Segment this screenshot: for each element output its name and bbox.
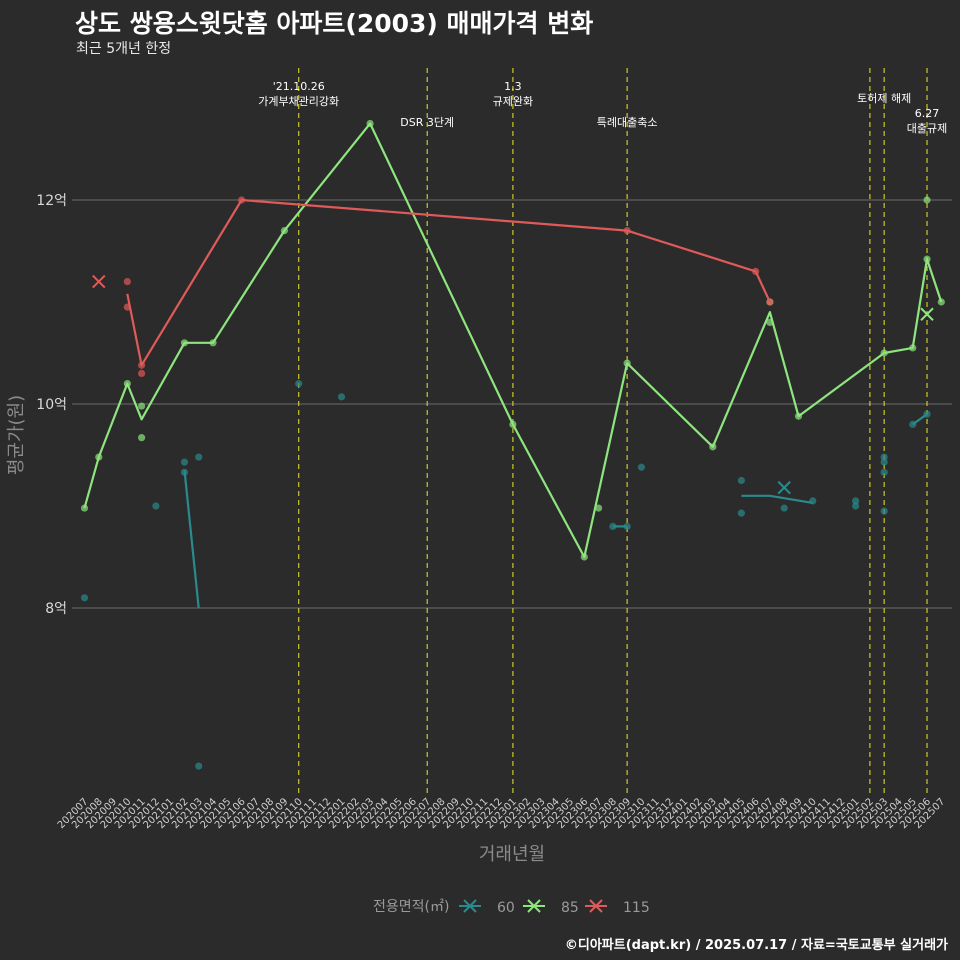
event-label: 대출규제 [907, 122, 947, 135]
data-point [880, 458, 888, 466]
latest-mark-stroke [92, 274, 106, 289]
data-point [295, 380, 303, 388]
data-point [880, 349, 888, 357]
data-point [923, 196, 931, 204]
data-point [180, 458, 189, 466]
data-point [123, 380, 131, 388]
caption: ©디아파트(dapt.kr) / 2025.07.17 / 자료=국토교통부 실… [564, 938, 948, 953]
series-line [183, 470, 200, 609]
y-tick-label: 8억 [45, 601, 67, 617]
data-point [623, 359, 631, 367]
legend-key-mark [463, 899, 477, 913]
data-point [95, 453, 103, 461]
data-point [123, 278, 131, 286]
event-label: 6.27 [915, 107, 940, 120]
x-axis-title: 거래년월 [479, 844, 545, 865]
legend-label: 60 [497, 900, 515, 916]
data-point [623, 522, 631, 531]
event-label: 1.3 [504, 80, 522, 93]
legend-title: 전용면적(㎡) [373, 899, 449, 915]
event-label: 규제완화 [493, 95, 533, 108]
data-point [138, 402, 146, 410]
latest-mark-stroke [589, 899, 603, 913]
data-point [780, 504, 788, 512]
y-tick-label: 12억 [36, 193, 67, 209]
data-point [766, 298, 774, 306]
data-point [80, 504, 89, 512]
series-line [126, 198, 771, 367]
data-point [195, 453, 203, 461]
latest-mark [777, 480, 791, 495]
data-point [752, 267, 760, 275]
series-115 [92, 196, 774, 377]
chart-title: 상도 쌍용스윗닷홈 아파트(2003) 매매가격 변화 [75, 9, 594, 38]
legend: 전용면적(㎡) 60 85 115 [373, 899, 650, 916]
data-point [138, 361, 146, 369]
data-point [709, 443, 717, 451]
data-point [794, 412, 803, 420]
data-point [280, 227, 289, 235]
data-point [195, 762, 203, 770]
event-label: 특례대출축소 [597, 116, 658, 129]
data-point [880, 468, 888, 476]
event-label: '21.10.26 [273, 80, 325, 93]
event-label: 가계부채관리강화 [258, 95, 339, 108]
y-tick-label: 10억 [36, 397, 67, 413]
data-point [80, 594, 89, 602]
data-point [237, 196, 246, 204]
data-point [737, 476, 745, 485]
data-point [852, 502, 860, 510]
latest-mark-stroke [920, 307, 934, 321]
data-point [580, 553, 588, 561]
data-point [609, 522, 617, 531]
data-point [366, 119, 374, 128]
data-point [180, 339, 189, 347]
data-point [509, 420, 517, 428]
legend-label: 115 [623, 900, 650, 916]
data-point [880, 453, 888, 461]
latest-mark-stroke [527, 899, 541, 913]
data-point [152, 502, 160, 510]
latest-mark [92, 274, 106, 289]
series-line [83, 122, 943, 559]
legend-label: 85 [561, 900, 579, 916]
legend-key-mark [589, 899, 603, 913]
data-point [180, 468, 189, 476]
series-60 [80, 380, 931, 770]
data-point [594, 504, 603, 512]
data-point [623, 227, 631, 235]
chart-subtitle: 최근 5개년 한정 [76, 41, 172, 57]
data-point [923, 255, 931, 263]
data-point [909, 344, 917, 352]
y-axis-title: 평균가(원) [6, 395, 27, 475]
data-point [637, 463, 646, 471]
data-point [737, 509, 745, 517]
latest-mark-stroke [777, 480, 791, 495]
data-point [923, 410, 931, 418]
data-point [909, 420, 917, 428]
data-point [337, 393, 346, 401]
data-point [209, 339, 217, 347]
data-point [880, 507, 888, 515]
latest-mark-stroke [463, 899, 477, 913]
event-label: DSR 3단계 [400, 116, 454, 129]
data-point [138, 434, 146, 442]
latest-mark [920, 307, 934, 321]
series-85 [80, 119, 945, 561]
event-label: 토허제 해제 [857, 91, 911, 105]
data-point [138, 369, 146, 377]
data-point [766, 318, 774, 326]
data-point [937, 298, 945, 306]
data-point [809, 497, 817, 505]
data-point [852, 497, 860, 505]
series-line [741, 494, 813, 504]
data-point [123, 303, 131, 311]
legend-key-mark [527, 899, 541, 913]
